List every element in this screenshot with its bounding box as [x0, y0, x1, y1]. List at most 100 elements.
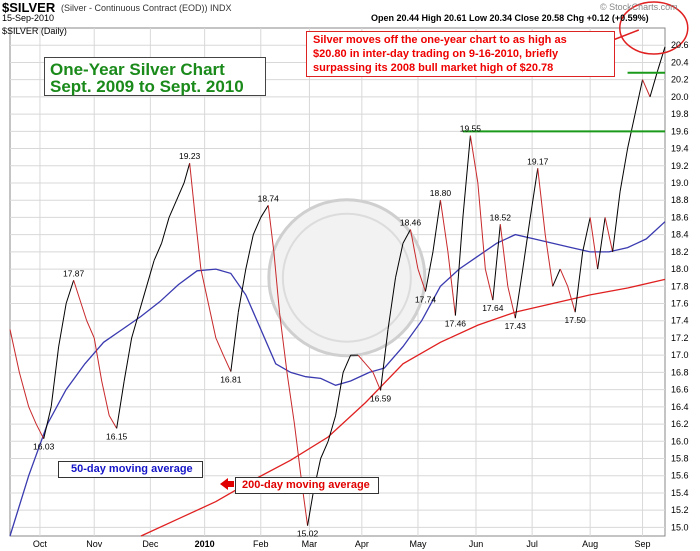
price-label: 17.46 — [445, 319, 467, 329]
price-segment — [267, 205, 275, 252]
price-layer — [9, 46, 666, 526]
price-segment — [387, 277, 397, 330]
price-segment — [507, 286, 516, 319]
price-segment — [194, 217, 202, 270]
price-segment — [537, 168, 546, 235]
header-period: $SILVER (Daily) — [2, 26, 67, 36]
labels-layer: 16.03 17.87 16.15 19.23 16.81 18.74 15.02 16.59… — [33, 124, 586, 539]
price-segment — [447, 251, 456, 316]
price-segment — [582, 217, 591, 252]
price-segment — [176, 182, 185, 201]
price-segment — [278, 312, 288, 373]
price-segment — [567, 286, 576, 313]
price-segment — [146, 260, 155, 287]
price-segment — [372, 372, 382, 391]
price-label: 19.55 — [460, 124, 482, 134]
x-tick-label: Aug — [582, 539, 598, 549]
price-segment — [28, 406, 37, 425]
price-label: 18.52 — [490, 212, 512, 222]
price-segment — [335, 372, 344, 416]
plot-frame — [9, 27, 666, 537]
price-segment — [320, 441, 329, 459]
y-tick-label: 16.0 — [671, 436, 689, 446]
price-segment — [18, 372, 30, 407]
watermark-layer — [267, 198, 427, 358]
x-tick-label: May — [409, 539, 427, 549]
coin-watermark — [267, 198, 427, 358]
price-segment — [469, 135, 479, 184]
price-label: 19.17 — [527, 156, 549, 166]
y-tick-label: 20.0 — [671, 92, 689, 102]
price-segment — [439, 200, 449, 252]
price-segment — [58, 303, 67, 347]
price-segment — [604, 217, 614, 252]
y-tick-label: 16.2 — [671, 419, 689, 429]
annotation-line-3: surpassing its 2008 bull market high of … — [313, 62, 554, 74]
chart-subtitle: Sept. 2009 to Sept. 2010 — [50, 77, 244, 96]
price-segment — [619, 148, 629, 192]
price-segment — [50, 346, 60, 407]
y-tick-label: 20.4 — [671, 57, 689, 67]
price-segment — [380, 329, 389, 391]
y-tick-label: 17.8 — [671, 281, 689, 291]
y-tick-label: 18.8 — [671, 195, 689, 205]
x-tick-label: Oct — [33, 539, 48, 549]
price-segment — [237, 268, 247, 313]
x-tick-label: Sep — [635, 539, 651, 549]
price-segment — [35, 423, 45, 439]
price-segment — [522, 217, 531, 270]
price-label: 17.64 — [482, 303, 504, 313]
y-tick-label: 19.6 — [671, 126, 689, 136]
price-segment — [649, 70, 658, 98]
price-segment — [153, 243, 163, 261]
price-segment — [215, 337, 224, 356]
price-label: 16.81 — [220, 375, 242, 385]
ma50-label: 50-day moving average — [71, 463, 193, 475]
y-tick-label: 19.4 — [671, 144, 689, 154]
price-segment — [395, 243, 404, 278]
chart-title-box: One-Year Silver Chart Sept. 2009 to Sept… — [44, 57, 266, 96]
ma200-arrow-icon — [220, 478, 234, 490]
y-tick-label: 15.6 — [671, 471, 689, 481]
price-segment — [342, 354, 352, 373]
price-segment — [131, 311, 140, 339]
y-tick-label: 17.0 — [671, 350, 689, 360]
ma50-label-box: 50-day moving average — [58, 461, 203, 478]
price-segment — [9, 329, 20, 373]
price-segment — [307, 492, 314, 526]
price-segment — [245, 234, 254, 270]
y-tick-label: 20.2 — [671, 75, 689, 85]
price-segment — [65, 280, 75, 304]
y-tick-label: 16.6 — [671, 385, 689, 395]
price-segment — [222, 354, 232, 372]
price-segment — [293, 424, 303, 485]
price-segment — [657, 46, 666, 72]
ma200-label-box: 200-day moving average — [235, 477, 379, 494]
price-segment — [286, 372, 295, 425]
price-segment — [80, 303, 88, 321]
ohlc-readout: Open 20.44 High 20.61 Low 20.34 Close 20… — [371, 13, 649, 23]
price-segment — [327, 415, 337, 442]
price-label: 16.59 — [370, 393, 392, 403]
price-segment — [252, 217, 262, 235]
y-tick-label: 16.8 — [671, 367, 689, 377]
price-segment — [273, 251, 280, 313]
x-tick-label: Mar — [302, 539, 318, 549]
ma50-layer — [9, 221, 666, 537]
price-segment — [514, 269, 524, 319]
y-tick-label: 15.0 — [671, 522, 689, 532]
price-segment — [454, 217, 464, 316]
y-tick-label: 18.4 — [671, 230, 689, 240]
site-watermark: © StockCharts.com — [600, 2, 678, 12]
price-segment — [424, 251, 434, 292]
price-segment — [207, 303, 217, 339]
annotation-box: Silver moves off the one-year chart to a… — [306, 31, 615, 77]
y-tick-label: 16.4 — [671, 402, 689, 412]
ma200-layer — [140, 278, 666, 537]
price-segment — [492, 224, 501, 301]
price-segment — [116, 380, 125, 429]
price-label: 18.80 — [430, 188, 452, 198]
y-tick-label: 15.8 — [671, 454, 689, 464]
